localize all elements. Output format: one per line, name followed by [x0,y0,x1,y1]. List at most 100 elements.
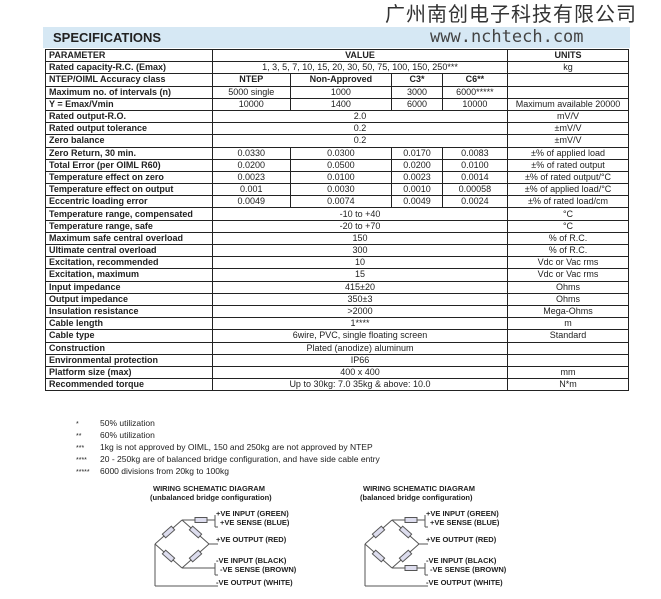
units-cell: ±% of rated output [507,158,629,172]
value-cell: 0.0330 [212,146,291,160]
parameter-cell: Input impedance [45,280,213,294]
units-cell: mV/V [507,109,629,124]
table-row: Rated output tolerance 0.2 ±mV/V [45,122,629,136]
parameter-cell: Maximum no. of intervals (n) [45,85,213,99]
table-row: Rated output-R.O. 2.0 mV/V [45,109,629,124]
section-title: SPECIFICATIONS [53,30,162,45]
header-value: VALUE [212,48,508,63]
units-cell [507,73,629,87]
wire-label: +VE INPUT (GREEN) [426,509,499,518]
footnote: * 50% utilization [76,418,380,430]
value-cell: 0.2 [212,134,508,148]
footnote-text: 50% utilization [100,418,155,428]
value-cell: 0.00058 [441,183,509,197]
wire-label: +VE INPUT (GREEN) [216,509,289,518]
footnote-mark: *** [76,445,85,452]
table-header-row: PARAMETER VALUE UNITS [45,48,629,63]
diagram-title: WIRING SCHEMATIC DIAGRAM [363,484,475,493]
footnote-text: 6000 divisions from 20kg to 100kg [100,466,229,476]
units-cell: kg [507,61,629,75]
units-cell: ±% of applied load/°C [507,183,629,197]
wire-label: -VE SENSE (BROWN) [430,565,507,574]
value-cell: 10000 [441,97,509,111]
value-cell: 10000 [212,97,291,111]
value-cell: 415±20 [212,280,508,294]
value-cell: 0.0083 [441,146,509,160]
parameter-cell: Output impedance [45,292,213,306]
diagram-subtitle: (balanced bridge configuration) [360,493,473,502]
table-row: Maximum no. of intervals (n) 5000 single 1… [45,85,629,99]
wire-label: +VE OUTPUT (RED) [216,535,287,544]
parameter-cell: NTEP/OIML Accuracy class [45,73,213,87]
table-row: Environmental protection IP66 [45,353,629,367]
parameter-cell: Rated capacity-R.C. (Emax) [45,61,213,75]
footnote-mark: **** [76,457,87,464]
value-cell: 2.0 [212,109,508,124]
units-cell: m [507,317,629,331]
value-cell: Up to 30kg: 7.0 35kg & above: 10.0 [212,378,508,392]
value-cell: Plated (anodize) aluminum [212,341,508,355]
table-row: Ultimate central overload 300% of R.C. [45,243,629,258]
watermark-url: www.nchtech.com [430,27,584,47]
table-row: Zero balance 0.2 ±mV/V [45,134,629,148]
table-row: Y = Emax/Vmin 10000 1400 6000 10000 Maximum a… [45,97,629,111]
units-cell: % of R.C. [507,231,629,246]
footnotes: * 50% utilization ** 60% utilization *** 1kg … [76,418,380,478]
footnote-mark: ***** [76,469,90,476]
value-cell: 0.2 [212,122,508,136]
table-row: Total Error (per OIML R60) 0.0200 0.0500 0.… [45,158,629,172]
value-cell: 0.0100 [441,158,509,172]
parameter-cell: Rated output tolerance [45,122,213,136]
bridge-schematic-icon [154,515,218,587]
value-cell: 6000***** [441,85,509,99]
bridge-schematic-icon [364,515,428,587]
units-cell [507,85,629,99]
units-cell: ±mV/V [507,122,629,136]
parameter-cell: Eccentric loading error [45,195,213,209]
value-cell: 0.0010 [391,183,443,197]
units-cell: % of R.C. [507,243,629,258]
value-cell: 0.0049 [212,195,291,209]
watermark-company: 广州南创电子科技有限公司 [385,2,637,26]
value-cell: 400 x 400 [212,365,508,380]
table-row: NTEP/OIML Accuracy class NTEP Non-Approved… [45,73,629,87]
parameter-cell: Insulation resistance [45,304,213,319]
wire-label: -VE SENSE (BROWN) [220,565,297,574]
units-cell: Mega-Ohms [507,304,629,319]
value-cell: 0.0170 [391,146,443,160]
table-row: Maximum safe central overload 150% of R.C… [45,231,629,246]
value-cell: C3* [391,73,443,87]
parameter-cell: Environmental protection [45,353,213,367]
parameter-cell: Cable type [45,329,213,343]
value-cell: 0.0074 [289,195,393,209]
parameter-cell: Cable length [45,317,213,331]
parameter-cell: Temperature range, compensated [45,207,213,221]
units-cell: ±mV/V [507,134,629,148]
value-cell: 1400 [289,97,393,111]
diagram-title: WIRING SCHEMATIC DIAGRAM [153,484,265,493]
footnote: ***** 6000 divisions from 20kg to 100kg [76,466,380,478]
value-cell: 0.0023 [391,170,443,185]
value-cell: 0.001 [212,183,291,197]
units-cell: °C [507,219,629,233]
value-cell: 0.0024 [441,195,509,209]
parameter-cell: Temperature range, safe [45,219,213,233]
header-parameter: PARAMETER [45,48,213,63]
wire-label: -VE OUTPUT (WHITE) [216,578,293,587]
spec-table: PARAMETER VALUE UNITS Rated capacity-R.C… [45,48,629,392]
units-cell [507,353,629,367]
value-cell: 1**** [212,317,508,331]
units-cell: Vdc or Vac rms [507,256,629,270]
parameter-cell: Excitation, recommended [45,256,213,270]
table-row: Temperature effect on output 0.001 0.0030 0… [45,183,629,197]
parameter-cell: Zero balance [45,134,213,148]
units-cell: Vdc or Vac rms [507,268,629,282]
table-row: Cable length 1**** m [45,317,629,331]
footnote: ** 60% utilization [76,430,380,442]
footnote-text: 20 - 250kg are of balanced bridge config… [100,454,380,464]
footnote-text: 60% utilization [100,430,155,440]
value-cell: 0.0300 [289,146,393,160]
units-cell: ±% of applied load [507,146,629,160]
value-cell: 0.0014 [441,170,509,185]
wire-label: +VE SENSE (BLUE) [430,518,500,527]
